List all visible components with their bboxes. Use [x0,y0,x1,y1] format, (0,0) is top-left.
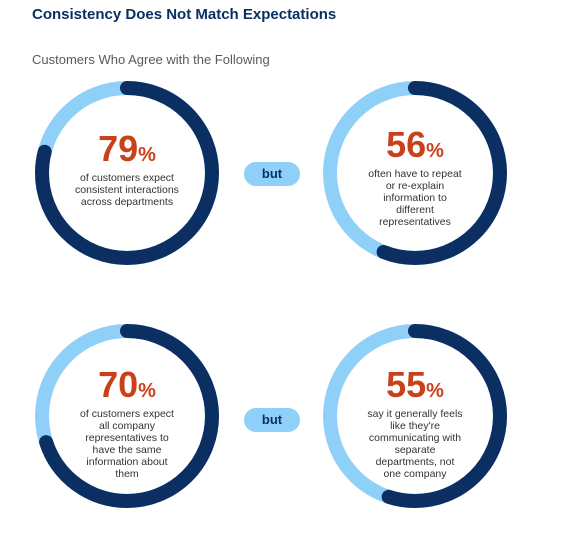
stat-1-description: of customers expect consistent interacti… [75,172,179,208]
donut-ring-3 [35,324,219,508]
stat-3-percent: 70% [77,367,177,403]
stat-2: 56% often have to repeat or re-explain i… [365,127,465,229]
stat-1-unit: % [138,144,156,166]
donut-value-arc-1 [35,81,219,265]
stat-3-unit: % [138,380,156,402]
stat-2-value: 56 [386,124,427,165]
stat-3: 70% of customers expect all company repr… [77,367,177,481]
chart-title: Consistency Does Not Match Expectations [32,6,337,23]
donut-value-arc-3 [35,324,219,508]
stat-4-description: say it generally feels like they're comm… [367,408,463,480]
chart-subtitle: Customers Who Agree with the Following [32,52,270,67]
stat-3-value: 70 [98,364,139,405]
stat-1-percent: 79% [67,131,187,167]
stat-4-unit: % [426,380,444,402]
donut-ring-1 [35,81,219,265]
stat-1-value: 79 [98,128,139,169]
donut-ring-4 [323,324,507,508]
stat-4: 55% say it generally feels like they're … [366,367,464,481]
but-connector-top: but [244,162,300,186]
stat-4-value: 55 [386,364,427,405]
stat-3-description: of customers expect all company represen… [80,408,174,480]
donut-value-arc-4 [323,324,507,508]
stat-1: 79% of customers expect consistent inter… [67,131,187,209]
donut-value-arc-2 [323,81,507,265]
donut-ring-2 [323,81,507,265]
stat-2-unit: % [426,140,444,162]
stat-2-percent: 56% [365,127,465,163]
stat-2-description: often have to repeat or re-explain infor… [368,168,462,228]
but-connector-bottom: but [244,408,300,432]
stat-4-percent: 55% [366,367,464,403]
